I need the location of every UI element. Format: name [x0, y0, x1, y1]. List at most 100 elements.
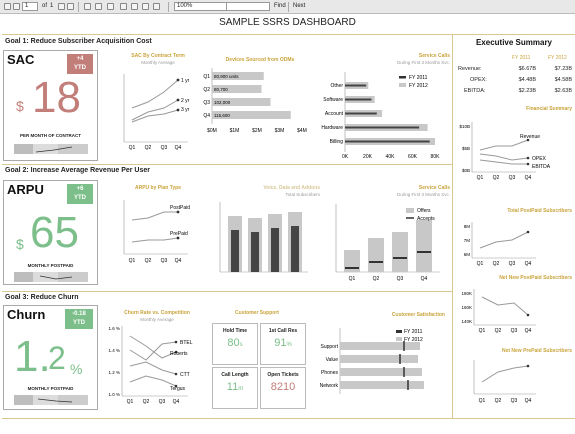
exec-row-label: EBITDA: [464, 88, 486, 94]
bar-category: Software [323, 97, 343, 103]
print-layout-icon[interactable] [131, 3, 138, 10]
next-page-icon[interactable] [58, 3, 65, 10]
svg-text:Q3: Q3 [159, 399, 166, 405]
svg-text:Support: Support [320, 344, 338, 350]
svg-text:Revenue: Revenue [520, 134, 540, 140]
svg-text:FY 2012: FY 2012 [404, 337, 423, 343]
ytd-badge: +4 YTD [67, 54, 93, 74]
series-label: 3 yr [181, 107, 190, 113]
series-label: PrePaid [170, 231, 188, 237]
bar-category: Q2 [203, 87, 210, 93]
support-cell-call-length: Call Length 11m [212, 367, 258, 409]
kpi-name: Churn [7, 307, 46, 322]
kpi-value: 1. [14, 332, 51, 381]
bar [345, 126, 420, 129]
svg-text:Q3: Q3 [511, 398, 518, 404]
bar [212, 85, 262, 93]
svg-text:1.2 %: 1.2 % [108, 370, 120, 375]
prev-page-icon[interactable] [13, 3, 20, 10]
x-tick: Q2 [145, 258, 152, 264]
bar-label: 80,700 [214, 87, 228, 92]
chart-title: Total PostPaid Subscribers [507, 208, 572, 214]
first-page-icon[interactable] [4, 3, 11, 10]
svg-text:6M: 6M [464, 252, 471, 257]
exec-row-label: OPEX: [470, 77, 487, 83]
svg-text:Q1: Q1 [479, 398, 486, 404]
svg-text:$10B: $10B [459, 124, 470, 129]
x-tick: $1M [230, 128, 240, 134]
net-postpaid-chart: 180K 160K 140K Q1 Q2 Q3 Q4 [461, 289, 536, 334]
last-page-icon[interactable] [67, 3, 74, 10]
svg-text:Q4: Q4 [525, 175, 532, 181]
legend-label: FY 2011 [409, 75, 428, 81]
kpi-card-sac: SAC +4 YTD $ 18 PER MONTH OF CONTRACT [3, 50, 98, 161]
bar-category: Other [330, 83, 343, 89]
devices-bar-chart: Q1 80,900 units Q2 80,700 Q3 102,000 Q4 115,600… [203, 68, 307, 134]
series-label: 1 yr [181, 78, 190, 84]
bar-category: Billing [330, 139, 344, 145]
arpu-plan-chart: PostPaid PrePaid Q1 Q2 Q3 Q4 [123, 200, 190, 264]
svg-text:$5B: $5B [462, 146, 470, 151]
legend-swatch [399, 83, 406, 87]
goal-1-title: Goal 1: Reduce Subscriber Acquisition Co… [5, 38, 152, 45]
bar-category: Q1 [203, 74, 210, 80]
svg-text:EBITDA: EBITDA [532, 164, 551, 170]
x-tick: Q4 [421, 276, 428, 282]
exec-value: $4.58B [554, 77, 572, 83]
svg-text:CTT: CTT [180, 372, 190, 378]
bar-label: 80,900 units [214, 74, 239, 79]
divider [2, 291, 452, 292]
kpi-card-arpu: ARPU +6 YTD $ 65 MONTHLY POSTPAID [3, 180, 98, 285]
exec-value: $4.48B [518, 77, 536, 83]
svg-text:Q1: Q1 [479, 328, 486, 334]
kpi-value-decimal: 2 [48, 340, 66, 376]
bar [345, 98, 372, 101]
svg-text:1.6 %: 1.6 % [108, 326, 120, 331]
net-prepaid-chart: Q1 Q2 Q3 Q4 [473, 360, 536, 404]
svg-text:Q3: Q3 [509, 175, 516, 181]
svg-text:Q4: Q4 [525, 328, 532, 334]
bar [345, 112, 377, 115]
page-setup-icon[interactable] [142, 3, 149, 10]
svg-text:180K: 180K [461, 291, 472, 296]
series-label: 2 yr [181, 98, 190, 104]
exec-value: $2.23B [518, 88, 536, 94]
report-toolbar: 1 of 1 100% Find Next [0, 0, 575, 14]
legend-label: FY 2012 [409, 83, 428, 89]
x-tick: $3M [275, 128, 285, 134]
sac-term-chart: 1 yr 2 yr 3 yr Q1 Q2 Q3 Q4 [123, 74, 190, 151]
exec-value: $2.63B [554, 88, 572, 94]
svg-text:Phones: Phones [321, 370, 338, 376]
svg-text:FY 2011: FY 2011 [404, 329, 423, 335]
col-header: FY 2011 [512, 55, 531, 61]
find-link[interactable]: Find [274, 3, 286, 9]
svg-text:1.4 %: 1.4 % [108, 348, 120, 353]
back-icon[interactable] [84, 3, 91, 10]
svg-text:Q1: Q1 [477, 261, 484, 267]
export-icon[interactable] [153, 3, 160, 10]
find-input[interactable] [226, 2, 270, 11]
chart-title: Net New PrePaid Subscribers [501, 348, 572, 354]
chart-title: Customer Support [235, 310, 279, 316]
sparkline-strip [14, 395, 88, 405]
svg-text:Q3: Q3 [511, 328, 518, 334]
svg-text:Network: Network [320, 383, 339, 389]
stop-icon[interactable] [107, 3, 114, 10]
refresh-icon[interactable] [95, 3, 102, 10]
churn-rate-chart: 1.6 % 1.4 % 1.2 % 1.0 % BTEL Roberts CTT… [108, 326, 193, 405]
currency-symbol: $ [16, 98, 24, 114]
divider [2, 164, 452, 165]
svg-text:Q2: Q2 [495, 328, 502, 334]
exec-row-label: Revenue: [458, 66, 482, 72]
series-label: PostPaid [170, 205, 190, 211]
page-number-input[interactable]: 1 [22, 2, 38, 11]
print-icon[interactable] [120, 3, 127, 10]
divider [2, 34, 575, 35]
kpi-name: SAC [7, 52, 35, 67]
next-link[interactable]: Next [293, 3, 306, 9]
bar-category: Account [325, 111, 344, 117]
svg-text:BTEL: BTEL [180, 340, 193, 346]
x-tick: 20K [363, 154, 373, 160]
svg-text:Q4: Q4 [525, 398, 532, 404]
legend-swatch [399, 76, 406, 79]
